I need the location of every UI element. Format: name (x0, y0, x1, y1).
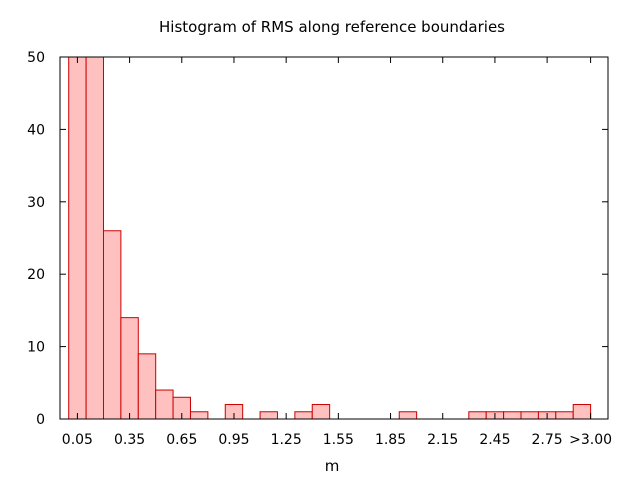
x-tick-label: 0.65 (166, 432, 197, 448)
y-tick-label: 10 (27, 340, 45, 356)
histogram-bar (572, 404, 592, 420)
x-axis: 0.05 0.35 0.65 0.95 1.25 1.55 1.85 2.15 2.45 2.75… (62, 57, 612, 448)
histogram-bar (68, 56, 87, 420)
histogram-bar (468, 411, 487, 420)
chart-title: Histogram of RMS along reference boundar… (159, 18, 505, 36)
histogram-bar (85, 56, 104, 420)
x-tick-label: >3.00 (569, 432, 612, 448)
histogram-bar (102, 230, 122, 420)
histogram-bar (555, 411, 574, 420)
y-tick-label: 0 (36, 412, 45, 428)
x-tick-label: 1.55 (323, 432, 354, 448)
x-tick-label: 2.15 (427, 432, 458, 448)
x-axis-label: m (325, 457, 340, 475)
y-tick-label: 50 (27, 50, 45, 66)
x-tick-label: 2.75 (532, 432, 563, 448)
histogram-bar (311, 404, 331, 420)
histogram-bar (189, 411, 209, 420)
histogram-bar (120, 317, 139, 420)
histogram-bar (503, 411, 522, 420)
histogram-bar (137, 353, 157, 420)
bars-group (68, 56, 592, 420)
histogram-bar (259, 411, 278, 420)
plot-frame (59, 56, 609, 420)
x-tick-label: 0.35 (114, 432, 145, 448)
x-tick-label: 0.05 (62, 432, 93, 448)
y-tick-label: 20 (27, 267, 45, 283)
y-tick-label: 40 (27, 122, 45, 138)
x-tick-label: 1.85 (375, 432, 406, 448)
x-tick-label: 1.25 (271, 432, 302, 448)
x-tick-label: 0.95 (218, 432, 249, 448)
x-tick-label: 2.45 (479, 432, 510, 448)
y-axis: 0 10 20 30 40 50 (27, 50, 608, 428)
y-tick-label: 30 (27, 195, 45, 211)
histogram-bar (294, 411, 313, 420)
histogram-bar (520, 411, 539, 420)
histogram-bar (398, 411, 418, 420)
histogram-bar (155, 389, 174, 420)
